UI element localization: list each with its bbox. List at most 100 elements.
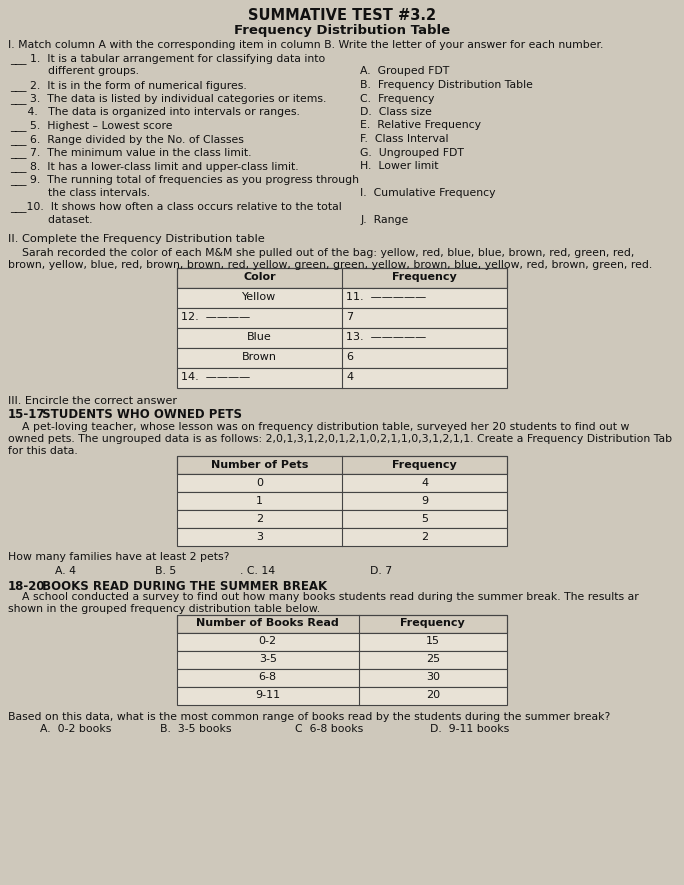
Text: ___ 3.  The data is listed by individual categories or items.: ___ 3. The data is listed by individual … — [10, 94, 326, 104]
Bar — [177, 267, 507, 288]
Text: BOOKS READ DURING THE SUMMER BREAK: BOOKS READ DURING THE SUMMER BREAK — [38, 580, 327, 592]
Bar — [177, 650, 507, 668]
Text: . C. 14: . C. 14 — [240, 566, 275, 575]
Text: Frequency: Frequency — [392, 459, 457, 470]
Text: Sarah recorded the color of each M&M she pulled out of the bag: yellow, red, blu: Sarah recorded the color of each M&M she… — [8, 248, 634, 258]
Text: B.  Frequency Distribution Table: B. Frequency Distribution Table — [360, 80, 533, 90]
Text: 5: 5 — [421, 513, 428, 524]
Text: 14.  ————: 14. ———— — [181, 373, 250, 382]
Text: Based on this data, what is the most common range of books read by the students : Based on this data, what is the most com… — [8, 712, 610, 721]
Text: shown in the grouped frequency distribution table below.: shown in the grouped frequency distribut… — [8, 604, 320, 614]
Text: STUDENTS WHO OWNED PETS: STUDENTS WHO OWNED PETS — [38, 409, 242, 421]
Text: ___ 6.  Range divided by the No. of Classes: ___ 6. Range divided by the No. of Class… — [10, 134, 244, 145]
Text: Number of Books Read: Number of Books Read — [196, 619, 339, 628]
Bar — [177, 633, 507, 650]
Text: Frequency: Frequency — [392, 273, 457, 282]
Text: Blue: Blue — [247, 333, 272, 342]
Bar — [177, 491, 507, 510]
Text: G.  Ungrouped FDT: G. Ungrouped FDT — [360, 148, 464, 158]
Text: II. Complete the Frequency Distribution table: II. Complete the Frequency Distribution … — [8, 235, 265, 244]
Text: 15: 15 — [425, 636, 440, 647]
Text: C.  Frequency: C. Frequency — [360, 94, 434, 104]
Text: 6: 6 — [346, 352, 353, 363]
Text: 11.  —————: 11. ————— — [346, 293, 426, 303]
Text: different groups.: different groups. — [20, 66, 139, 76]
Text: 1: 1 — [256, 496, 263, 505]
Text: 15-17: 15-17 — [8, 409, 46, 421]
Text: 0: 0 — [256, 478, 263, 488]
Text: 13.  —————: 13. ————— — [346, 333, 426, 342]
Text: 20: 20 — [425, 690, 440, 701]
Text: D.  Class size: D. Class size — [360, 107, 432, 117]
Bar — [177, 307, 507, 327]
Text: ___ 5.  Highest – Lowest score: ___ 5. Highest – Lowest score — [10, 120, 172, 131]
Text: 18-20: 18-20 — [8, 580, 46, 592]
Text: SUMMATIVE TEST #3.2: SUMMATIVE TEST #3.2 — [248, 8, 436, 23]
Text: 30: 30 — [425, 673, 440, 682]
Text: 4.   The data is organized into intervals or ranges.: 4. The data is organized into intervals … — [10, 107, 300, 117]
Bar — [177, 527, 507, 545]
Text: E.  Relative Frequency: E. Relative Frequency — [360, 120, 481, 130]
Bar — [177, 267, 507, 288]
Text: for this data.: for this data. — [8, 445, 78, 456]
Text: D.  9-11 books: D. 9-11 books — [430, 725, 510, 735]
Text: owned pets. The ungrouped data is as follows: 2,0,1,3,1,2,0,1,2,1,0,2,1,1,0,3,1,: owned pets. The ungrouped data is as fol… — [8, 434, 672, 443]
Bar — [177, 327, 507, 348]
Text: 4: 4 — [346, 373, 353, 382]
Bar — [177, 687, 507, 704]
Text: 4: 4 — [421, 478, 428, 488]
Text: Number of Pets: Number of Pets — [211, 459, 308, 470]
Text: 3-5: 3-5 — [259, 655, 277, 665]
Text: Brown: Brown — [242, 352, 277, 363]
Text: ___10.  It shows how often a class occurs relative to the total: ___10. It shows how often a class occurs… — [10, 202, 342, 212]
Text: Frequency: Frequency — [400, 619, 465, 628]
Text: A school conducted a survey to find out how many books students read during the : A school conducted a survey to find out … — [8, 592, 639, 603]
Text: 2: 2 — [256, 513, 263, 524]
Bar — [177, 288, 507, 307]
Text: A.  0-2 books: A. 0-2 books — [40, 725, 111, 735]
Text: J.  Range: J. Range — [360, 215, 408, 225]
Bar — [177, 614, 507, 633]
Bar — [177, 348, 507, 367]
Text: the class intervals.: the class intervals. — [20, 188, 150, 198]
Text: 9-11: 9-11 — [255, 690, 280, 701]
Text: 0-2: 0-2 — [259, 636, 277, 647]
Text: A pet-loving teacher, whose lesson was on frequency distribution table, surveyed: A pet-loving teacher, whose lesson was o… — [8, 421, 629, 432]
Text: H.  Lower limit: H. Lower limit — [360, 161, 438, 171]
Text: Frequency Distribution Table: Frequency Distribution Table — [234, 24, 450, 37]
Text: C  6-8 books: C 6-8 books — [295, 725, 363, 735]
Text: 9: 9 — [421, 496, 428, 505]
Text: How many families have at least 2 pets?: How many families have at least 2 pets? — [8, 552, 229, 563]
Bar — [177, 510, 507, 527]
Bar — [177, 473, 507, 491]
Text: B.  3-5 books: B. 3-5 books — [160, 725, 231, 735]
Bar — [177, 668, 507, 687]
Text: Yellow: Yellow — [242, 293, 276, 303]
Bar — [177, 456, 507, 473]
Bar — [177, 367, 507, 388]
Text: A.  Grouped FDT: A. Grouped FDT — [360, 66, 449, 76]
Text: 12.  ————: 12. ———— — [181, 312, 250, 322]
Text: 6-8: 6-8 — [259, 673, 277, 682]
Text: B. 5: B. 5 — [155, 566, 176, 575]
Text: 2: 2 — [421, 532, 428, 542]
Text: ___ 7.  The minimum value in the class limit.: ___ 7. The minimum value in the class li… — [10, 148, 252, 158]
Text: ___ 8.  It has a lower-class limit and upper-class limit.: ___ 8. It has a lower-class limit and up… — [10, 161, 299, 172]
Text: ___ 1.  It is a tabular arrangement for classifying data into: ___ 1. It is a tabular arrangement for c… — [10, 53, 326, 64]
Bar — [177, 614, 507, 633]
Text: I. Match column A with the corresponding item in column B. Write the letter of y: I. Match column A with the corresponding… — [8, 40, 603, 50]
Text: D. 7: D. 7 — [370, 566, 392, 575]
Text: brown, yellow, blue, red, brown, brown, red, yellow, green, green, yellow, brown: brown, yellow, blue, red, brown, brown, … — [8, 259, 653, 270]
Text: 25: 25 — [425, 655, 440, 665]
Text: F.  Class Interval: F. Class Interval — [360, 134, 449, 144]
Text: III. Encircle the correct answer: III. Encircle the correct answer — [8, 396, 177, 405]
Bar — [177, 456, 507, 473]
Text: 7: 7 — [346, 312, 353, 322]
Text: dataset.: dataset. — [20, 215, 92, 225]
Text: I.  Cumulative Frequency: I. Cumulative Frequency — [360, 188, 495, 198]
Text: ___ 9.  The running total of frequencies as you progress through: ___ 9. The running total of frequencies … — [10, 174, 359, 185]
Text: 3: 3 — [256, 532, 263, 542]
Text: ___ 2.  It is in the form of numerical figures.: ___ 2. It is in the form of numerical fi… — [10, 80, 247, 91]
Text: Color: Color — [244, 273, 276, 282]
Text: A. 4: A. 4 — [55, 566, 76, 575]
